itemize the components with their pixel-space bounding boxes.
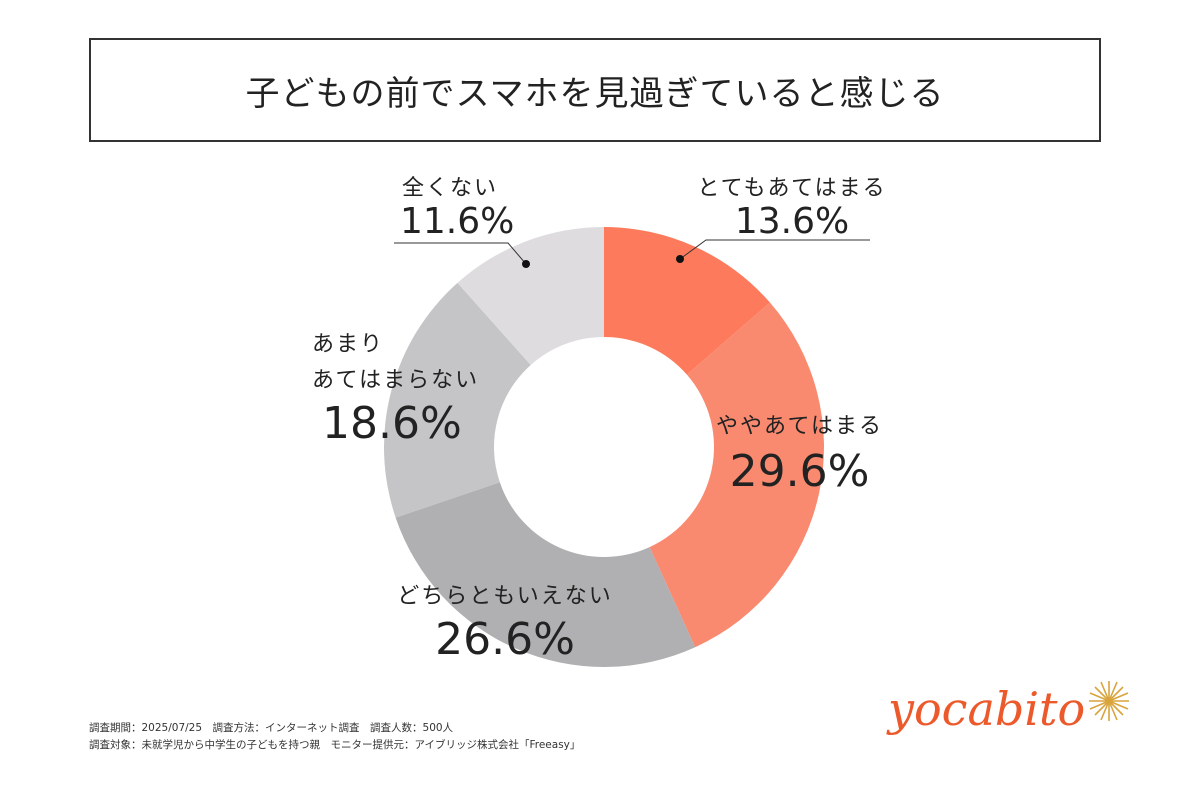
yocabito-logo: yocabito xyxy=(888,681,1129,736)
label-s2: どちらともいえない 26.6% xyxy=(397,584,613,665)
donut-slice-3 xyxy=(383,282,531,518)
leader-dot-s4 xyxy=(522,260,530,268)
sparkle-star-icon xyxy=(1089,681,1129,721)
leader-line-s4 xyxy=(394,242,527,265)
donut-slice-4 xyxy=(457,227,604,365)
leader-line-s0 xyxy=(679,239,870,260)
survey-footnote: 調査期間：2025/07/25 調査方法：インターネット調査 調査人数：500人… xyxy=(89,722,581,751)
label-s3: あまり あてはまらない 18.6% xyxy=(312,332,480,449)
chart-title: 子どもの前でスマホを見過ぎていると感じる xyxy=(245,73,945,114)
donut-slice-0 xyxy=(604,227,770,375)
donut-slice-1 xyxy=(649,302,824,648)
leader-dot-s0 xyxy=(676,255,684,263)
label-s1: ややあてはまる 29.6% xyxy=(715,414,884,497)
label-s4: 全くない 11.6% xyxy=(400,176,515,242)
label-s0: とてもあてはまる 13.6% xyxy=(697,176,887,242)
donut-slice-2 xyxy=(395,482,696,667)
chart-title-box: 子どもの前でスマホを見過ぎていると感じる xyxy=(89,38,1101,142)
